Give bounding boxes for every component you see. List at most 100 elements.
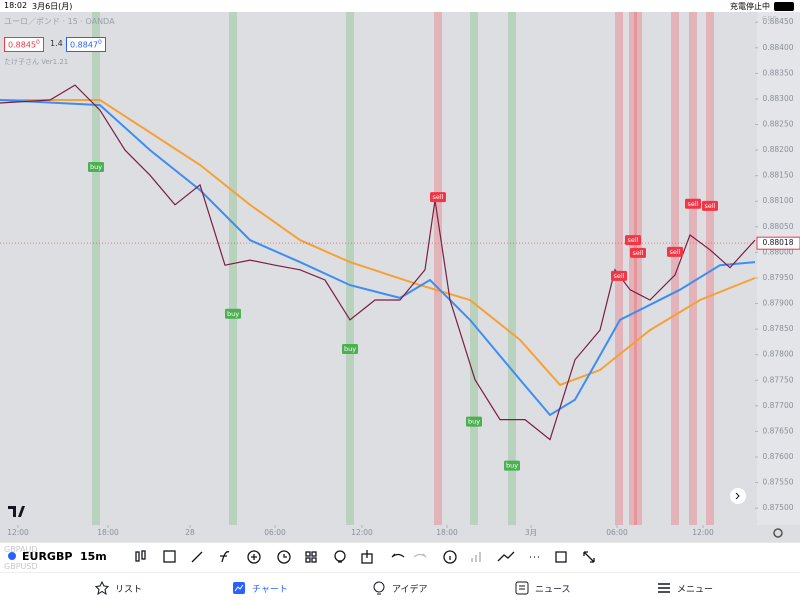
signal-band: [346, 12, 354, 525]
share-icon[interactable]: [361, 550, 373, 564]
add-icon[interactable]: [247, 550, 261, 564]
tab-menu[interactable]: メニュー: [657, 581, 713, 595]
y-tick-label: 0.88100: [762, 196, 793, 205]
hidden-row: GBPUSD: [4, 562, 38, 571]
draw-icon[interactable]: [191, 551, 203, 563]
bulb-icon: [373, 581, 385, 595]
signal-label: sell: [670, 248, 681, 256]
tab-list[interactable]: リスト: [95, 581, 142, 595]
settings-icon: [773, 528, 783, 538]
tab-news[interactable]: ニュース: [515, 581, 571, 595]
signal-label: buy: [506, 462, 518, 470]
signal-label: buy: [227, 310, 239, 318]
y-tick-label: 0.87550: [762, 478, 793, 487]
series-line: [0, 84, 756, 441]
signal: buy: [88, 161, 104, 172]
tab-label: ニュース: [535, 584, 571, 595]
layout-icon[interactable]: [305, 551, 317, 563]
info-icon[interactable]: [443, 550, 457, 564]
x-tick-label: 18:00: [97, 528, 119, 537]
signal-box: [611, 270, 627, 281]
signal-label: buy: [90, 163, 102, 171]
signal-band: [434, 12, 442, 525]
symbol[interactable]: EURGBP: [22, 550, 73, 563]
signal-box: [667, 246, 683, 257]
y-tick-label: 0.87500: [762, 503, 793, 512]
signal-box: [466, 416, 482, 427]
ask-price[interactable]: 0.88470: [66, 37, 106, 52]
signal: sell: [630, 247, 646, 258]
tab-bar: リスト チャート アイデア ニュース メニュー: [0, 572, 800, 600]
spread: 1.4: [50, 39, 63, 48]
signal-label: sell: [633, 249, 644, 257]
fx-icon[interactable]: [220, 551, 230, 563]
y-tick-label: 0.87950: [762, 273, 793, 282]
x-tick-label: 3月: [525, 528, 537, 537]
signal-label: sell: [705, 202, 716, 210]
signal-band: [706, 12, 714, 525]
y-tick-label: 0.88400: [762, 43, 793, 52]
idea-icon[interactable]: [334, 550, 346, 563]
y-tick-label: 0.88300: [762, 94, 793, 103]
news-icon: [515, 581, 529, 595]
x-tick-label: 12:00: [351, 528, 373, 537]
y-tick-label: 0.87900: [762, 299, 793, 308]
signal: sell: [667, 246, 683, 257]
y-tick-label: 0.87600: [762, 452, 793, 461]
signal-box: [225, 308, 241, 319]
signal: buy: [342, 344, 358, 355]
trend-icon[interactable]: [497, 551, 515, 562]
signal-box: [342, 344, 358, 355]
chart-area: 0.88450 0.88400 0.88350 0.88300 0.88250 0.882…: [0, 12, 800, 542]
signal-label: sell: [433, 193, 444, 201]
y-tick-label: 0.88050: [762, 222, 793, 231]
compare-icon[interactable]: [163, 550, 176, 563]
signal: buy: [225, 308, 241, 319]
signal-box: [88, 161, 104, 172]
signal: sell: [702, 200, 718, 211]
y-tick-label: 0.88350: [762, 68, 793, 77]
menu-icon: [658, 583, 670, 593]
redo-icon[interactable]: [413, 553, 427, 558]
toolbar: GBPAUD GBPUSD EURGBP 15m: [0, 542, 800, 571]
candle-icon[interactable]: [135, 550, 146, 562]
signal-label: sell: [688, 200, 699, 208]
hidden-row: GBPAUD: [4, 545, 38, 554]
y-tick-label: 0.88200: [762, 145, 793, 154]
signal-label: sell: [628, 236, 639, 244]
undo-icon[interactable]: [391, 553, 405, 558]
signal-label: sell: [614, 272, 625, 280]
bid-price[interactable]: 0.88450: [4, 37, 44, 52]
fullscreen-icon[interactable]: [583, 551, 595, 563]
signal: sell: [430, 192, 446, 203]
tab-label: メニュー: [677, 584, 714, 595]
scroll-button[interactable]: [730, 488, 746, 504]
alert-icon[interactable]: [277, 550, 291, 564]
battery-icon: [774, 2, 794, 11]
x-tick-label: 12:00: [692, 528, 714, 537]
tab-label: チャート: [252, 584, 288, 595]
status-time: 18:02: [4, 1, 28, 10]
interval[interactable]: 15m: [80, 550, 107, 563]
signal-band: [689, 12, 697, 525]
star-icon: [95, 581, 109, 595]
price-axis-bg: [757, 12, 800, 525]
signal: sell: [625, 235, 641, 246]
y-tick-label: 0.88150: [762, 171, 793, 180]
signal-band: [615, 12, 623, 525]
flag-icon: [8, 552, 16, 560]
signal-label: buy: [344, 345, 356, 353]
tab-ideas[interactable]: アイデア: [372, 581, 428, 595]
bars-icon[interactable]: [471, 552, 481, 562]
signal-band: [229, 12, 237, 525]
tab-chart[interactable]: チャート: [232, 581, 288, 595]
x-tick-label: 06:00: [264, 528, 286, 537]
symbol-title: ユーロ／ポンド · 15 · OANDA: [4, 17, 115, 26]
last-price-box: [756, 236, 800, 250]
signal-band: [508, 12, 516, 525]
x-tick-label: 28: [185, 528, 195, 537]
square-icon[interactable]: [555, 551, 567, 563]
chart: 0.884500.884000.883500.883000.882500.882…: [0, 12, 800, 542]
y-tick-label: 0.87800: [762, 350, 793, 359]
